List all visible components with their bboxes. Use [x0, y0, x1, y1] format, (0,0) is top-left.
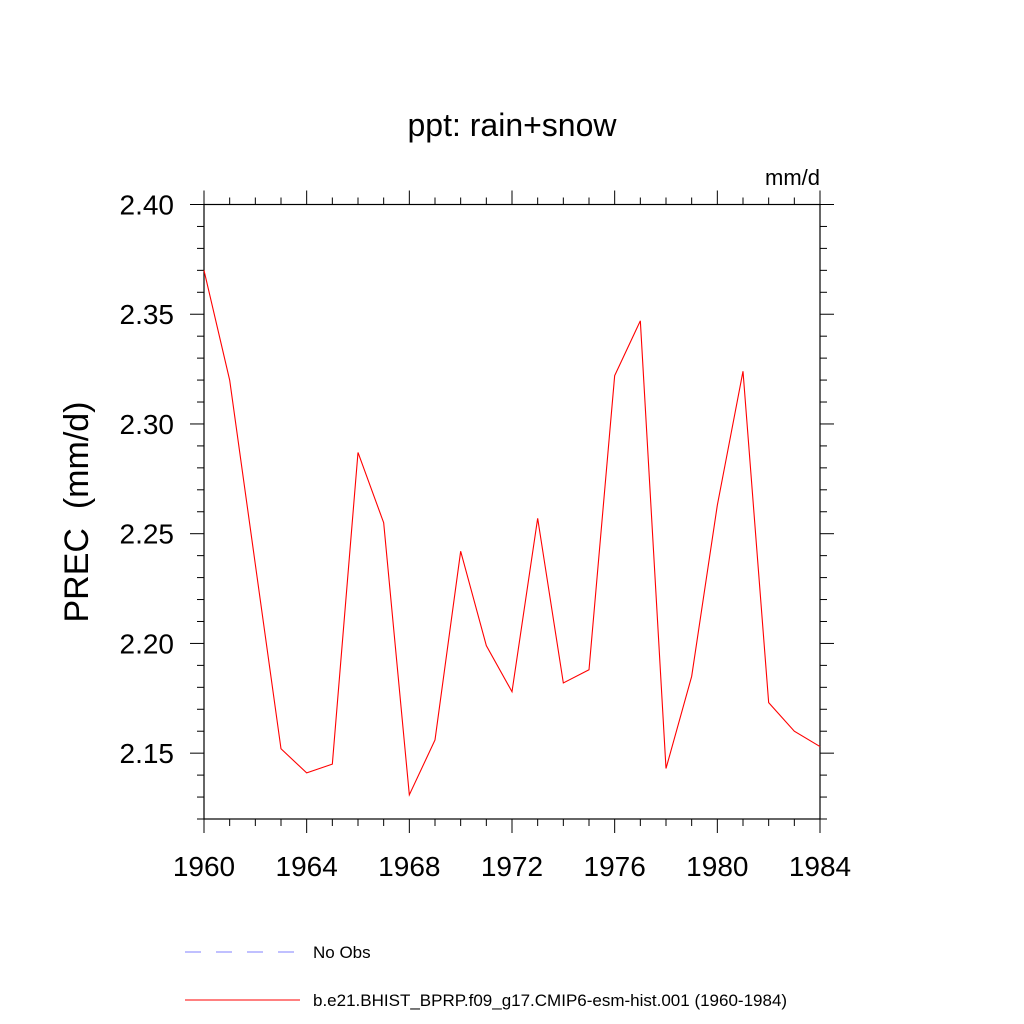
series-line: [203, 270, 821, 797]
x-tick-label: 1972: [481, 851, 543, 882]
y-tick-label: 2.20: [120, 628, 175, 659]
y-axis-label: PREC (mm/d): [58, 402, 96, 623]
chart-title: ppt: rain+snow: [407, 107, 617, 143]
x-tick-label: 1964: [276, 851, 338, 882]
series-layer: [203, 270, 821, 797]
axis-tick-labels: 1960 1964 1968 1972 1976 1980 1984 2.15 2.20 2.25…: [120, 190, 852, 883]
y-tick-label: 2.30: [120, 409, 175, 440]
y-tick-label: 2.35: [120, 299, 175, 330]
x-tick-label: 1968: [378, 851, 440, 882]
legend: No Obs b.e21.BHIST_BPRP.f09_g17.CMIP6-esm…: [185, 943, 787, 1010]
y-tick-label: 2.15: [120, 738, 175, 769]
x-tick-label: 1960: [173, 851, 235, 882]
x-tick-label: 1984: [789, 851, 851, 882]
units-label: mm/d: [765, 165, 820, 190]
y-tick-label: 2.40: [120, 190, 175, 221]
axis-ticks: [190, 190, 834, 833]
legend-label: No Obs: [313, 943, 371, 962]
y-tick-label: 2.25: [120, 519, 175, 550]
legend-label: b.e21.BHIST_BPRP.f09_g17.CMIP6-esm-hist.…: [313, 991, 787, 1010]
x-tick-label: 1980: [686, 851, 748, 882]
x-tick-label: 1976: [584, 851, 646, 882]
